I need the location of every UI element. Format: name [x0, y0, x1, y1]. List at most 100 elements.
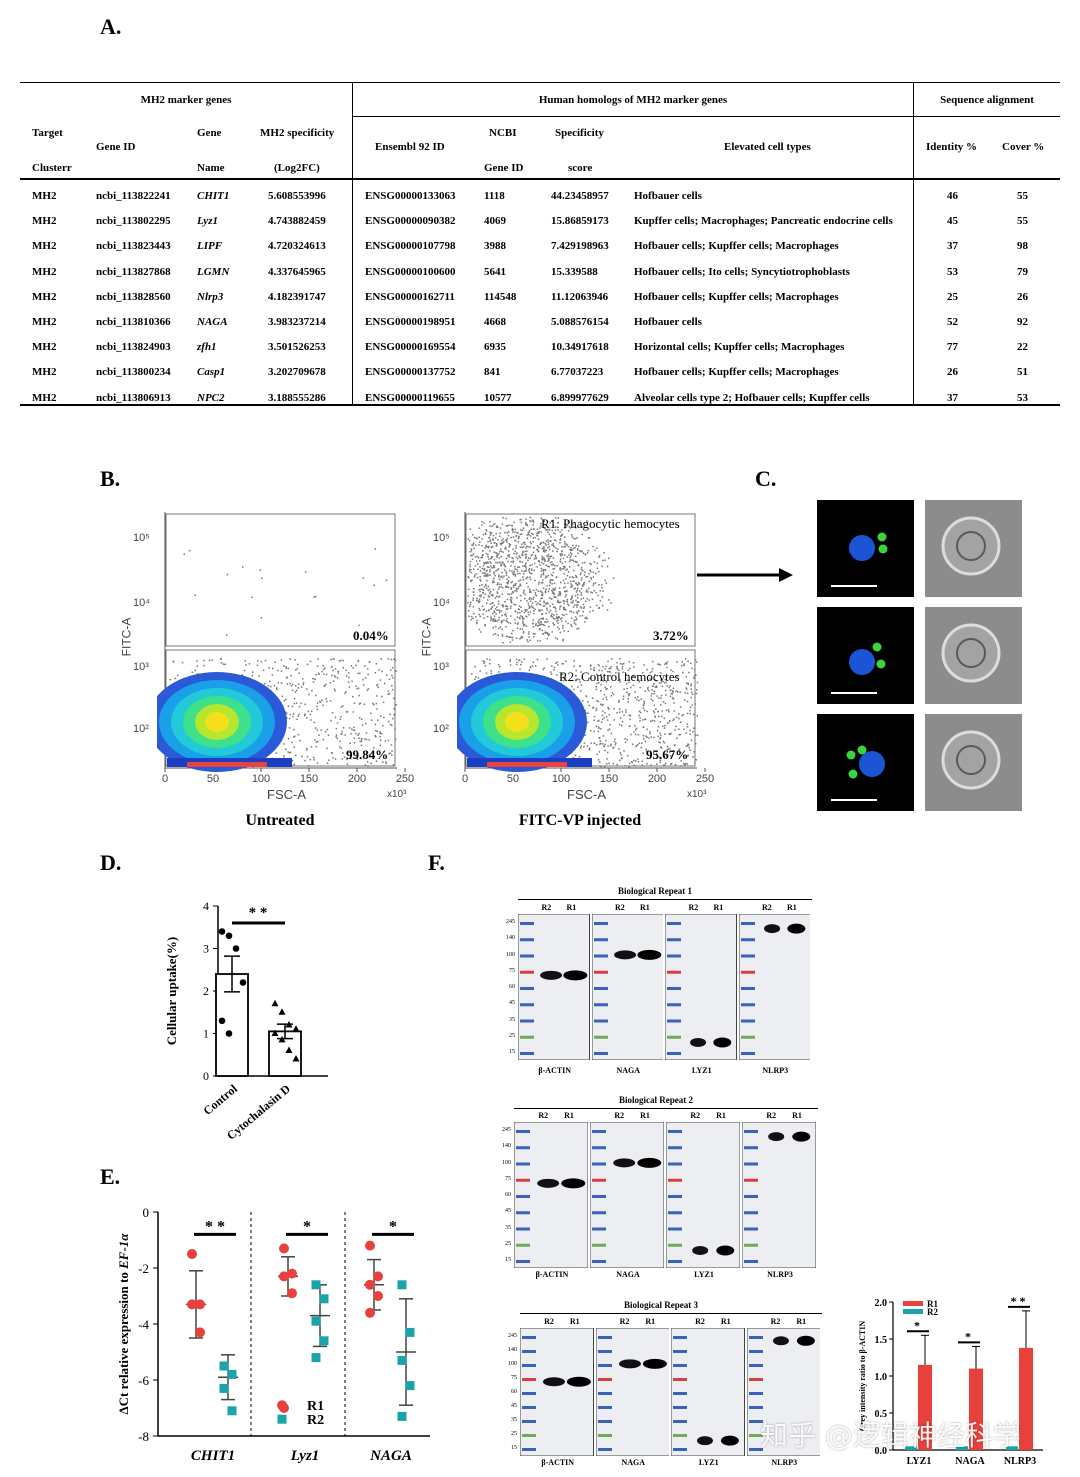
- y-tick-label: 0.5: [875, 1409, 888, 1420]
- flow-plot-caption: Untreated: [245, 812, 315, 829]
- watermark: 知乎 @逻辑神经科学: [760, 1419, 1021, 1452]
- row-gene-name: LGMN: [197, 265, 230, 278]
- data-point-r1: [279, 1271, 289, 1282]
- x-tick-label: 150: [299, 773, 319, 785]
- y-axis-label: FITC-A: [419, 617, 434, 657]
- data-point: [225, 932, 233, 940]
- data-point: [225, 1030, 233, 1037]
- mw-marker: 100: [506, 951, 515, 958]
- mw-marker: 35: [511, 1417, 517, 1423]
- col-header-ncbi: NCBI: [489, 127, 517, 139]
- row-score: 15.339588: [551, 265, 598, 278]
- lower-gate-percent: 99.84%: [346, 747, 389, 762]
- mw-marker: 60: [505, 1192, 511, 1198]
- y-tick-label: 0: [203, 1069, 209, 1083]
- lane-label-r1: R1: [720, 1317, 731, 1326]
- row-log2fc: 4.182391747: [268, 290, 326, 303]
- row-identity: 77: [947, 341, 958, 354]
- blot-naga: [591, 914, 663, 1060]
- data-point-r1: [187, 1249, 197, 1259]
- y-axis-label: ΔCt relative expression to EF-1α: [116, 1233, 131, 1415]
- row-elevated: Alveolar cells type 2; Hofbauer cells; K…: [634, 391, 870, 404]
- row-score: 15.86859173: [551, 215, 609, 228]
- blot-beta-actin: [518, 914, 590, 1060]
- data-point-r2: [319, 1294, 329, 1304]
- row-cluster: MH2: [32, 190, 57, 202]
- blot-beta-actin: [520, 1328, 594, 1456]
- data-point-r1: [287, 1288, 297, 1299]
- row-gene-id: ncbi_113800234: [96, 366, 171, 379]
- lane-label-r1: R1: [569, 1317, 580, 1326]
- row-ncbi: 5641: [484, 265, 506, 278]
- blot-name: NLRP3: [767, 1270, 793, 1279]
- lane-label-r1: R1: [566, 903, 577, 912]
- y-tick-label: -8: [138, 1429, 149, 1444]
- data-point-r2: [227, 1406, 237, 1416]
- data-point-r1: [195, 1299, 205, 1310]
- flow-plot-fitc-vp: [457, 512, 706, 772]
- row-cover: 92: [1017, 316, 1028, 328]
- blot-naga: [590, 1122, 664, 1268]
- row-log2fc: 5.608553996: [268, 190, 326, 202]
- data-point-r2: [219, 1383, 229, 1393]
- category-label: NLRP3: [1004, 1456, 1036, 1467]
- row-score: 5.088576154: [551, 316, 609, 328]
- data-point-r2: [405, 1327, 415, 1337]
- y-tick-label: -4: [138, 1317, 149, 1332]
- bar-r2: [956, 1446, 968, 1450]
- y-tick-label: 1: [203, 1027, 209, 1041]
- panel-label-d: D.: [100, 850, 122, 875]
- fluorescence-image: [817, 607, 914, 704]
- row-elevated: Horizontal cells; Kupffer cells; Macroph…: [634, 341, 845, 354]
- y-tick-label: 3: [203, 942, 209, 956]
- data-point: [239, 979, 247, 986]
- x-tick-label: 200: [647, 773, 667, 785]
- row-elevated: Hofbauer cells: [634, 316, 702, 328]
- blot-lyz1: [665, 914, 737, 1060]
- blot-name: β-ACTIN: [535, 1270, 569, 1279]
- row-gene-name: CHIT1: [197, 190, 230, 202]
- mw-marker: 140: [506, 935, 515, 942]
- upper-gate-percent: 0.04%: [353, 628, 389, 643]
- gate-label-r1: R1: Phagocytic hemocytes: [541, 516, 680, 531]
- bar-r2: [905, 1446, 917, 1450]
- bar-r1: [918, 1364, 932, 1450]
- row-ncbi: 841: [484, 366, 501, 379]
- row-elevated: Hofbauer cells: [634, 190, 702, 202]
- row-ncbi: 114548: [484, 290, 517, 303]
- blot-name: β-ACTIN: [541, 1458, 575, 1467]
- y-tick-label: 2.0: [875, 1298, 888, 1309]
- row-log2fc: 4.337645965: [268, 265, 326, 278]
- data-point-r1: [187, 1299, 197, 1310]
- lane-label-r2: R2: [762, 903, 772, 912]
- row-ensembl: ENSG00000162711: [365, 290, 455, 303]
- x-tick-label: 250: [695, 773, 715, 785]
- row-identity: 52: [947, 316, 958, 328]
- row-gene-name: Lyz1: [197, 215, 218, 228]
- data-point: [278, 1035, 286, 1043]
- y-tick-label: 10³: [133, 661, 149, 673]
- row-log2fc: 3.188555286: [268, 391, 326, 404]
- row-elevated: Hofbauer cells; Kupffer cells; Macrophag…: [634, 240, 839, 253]
- repeat-title: Biological Repeat 1: [618, 886, 692, 896]
- group-header-human: Human homologs of MH2 marker genes: [538, 94, 728, 106]
- mw-marker: 100: [508, 1361, 517, 1367]
- marker-gene-table: MH2 marker genes Human homologs of MH2 m…: [20, 82, 1060, 406]
- blot-name: β-ACTIN: [538, 1066, 572, 1075]
- repeat-rule: [514, 1108, 818, 1109]
- lane-label-r2: R2: [541, 903, 552, 912]
- legend-r2: R2: [307, 1413, 324, 1428]
- lane-label-r2: R2: [544, 1317, 554, 1326]
- col-header-gene-name: Name: [197, 162, 225, 174]
- mw-marker: 75: [511, 1375, 517, 1381]
- legend-r2: R2: [927, 1307, 938, 1317]
- row-cover: 22: [1017, 341, 1028, 354]
- mw-marker: 35: [509, 1016, 515, 1023]
- repeat-rule: [520, 1313, 822, 1314]
- fluorescence-image: [817, 714, 914, 811]
- blot-name: NLRP3: [762, 1066, 789, 1075]
- y-tick-label: 10⁵: [133, 532, 150, 544]
- row-identity: 46: [947, 190, 958, 202]
- col-header-log2fc: (Log2FC): [274, 162, 320, 174]
